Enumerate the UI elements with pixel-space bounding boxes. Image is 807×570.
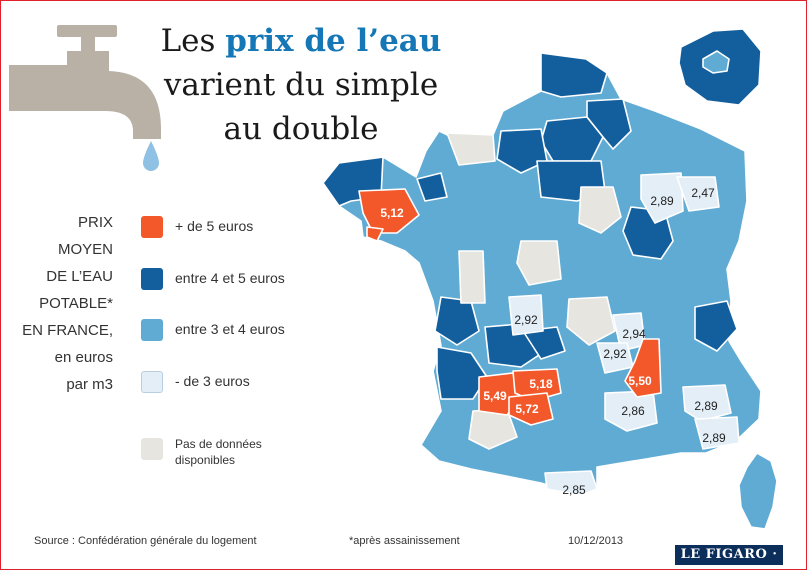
legend-swatch-under-3 [141,371,163,393]
figaro-logo: LE FIGARO · fr [675,545,783,569]
map-value-label: 2,94 [622,327,646,341]
legend-label-4-5: entre 4 et 5 euros [175,270,285,286]
map-value-label: 5,12 [380,206,404,220]
legend-swatch-3-4 [141,319,163,341]
legend-swatch-no-data [141,438,163,460]
map-value-label: 2,92 [514,313,538,327]
map-value-label: 2,47 [691,186,715,200]
legend-swatch-4-5 [141,268,163,290]
map-value-label: 2,85 [562,483,586,497]
publication-date: 10/12/2013 [568,535,624,547]
corsica [738,452,778,530]
faucet-icon [9,25,161,171]
map-value-label: 2,92 [603,347,627,361]
footnote: *après assainissement [349,535,460,547]
map-value-label: 2,89 [702,431,726,445]
page-title: Les prix de l’eau varient du simple au d… [160,23,442,147]
map-value-label: 2,89 [650,194,674,208]
legend-label-over-5: + de 5 euros [175,218,254,234]
source-note: Source : Confédération générale du logem… [34,535,257,547]
map-value-label: 2,86 [621,404,645,418]
legend-swatch-over-5 [141,216,163,238]
map-value-label: 5,50 [628,374,652,388]
map-value-label: 5,72 [515,402,539,416]
map-value-label: 2,89 [694,399,718,413]
map-value-label: 5,18 [529,377,553,391]
legend-label-no-data: Pas de données disponibles [175,437,262,467]
legend-label-3-4: entre 3 et 4 euros [175,321,285,337]
map-value-label: 5,49 [483,389,507,403]
legend-title: PRIX MOYEN DE L’EAU POTABLE* EN FRANCE, … [22,214,113,393]
legend-label-under-3: - de 3 euros [175,373,250,389]
